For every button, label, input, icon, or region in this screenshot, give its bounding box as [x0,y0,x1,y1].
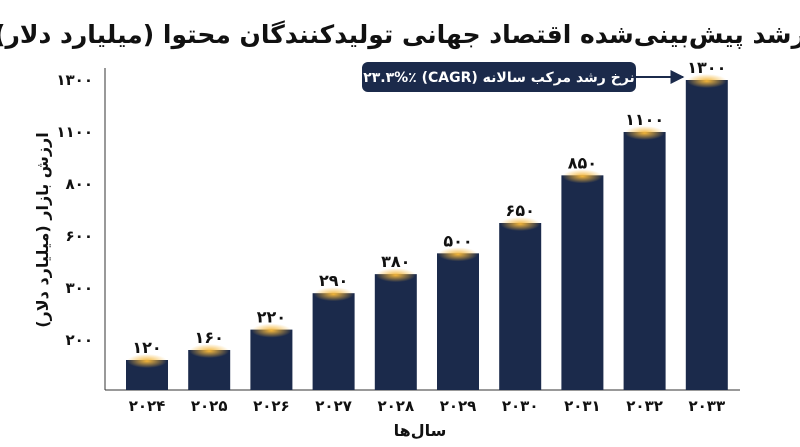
y-tick-label: ۶۰۰ [66,227,93,245]
x-tick-label: ۲۰۲۹ [440,397,477,415]
bar [685,80,728,390]
bar-value-label: ۲۹۰ [319,271,348,290]
x-tick-label: ۲۰۲۵ [191,397,228,415]
x-tick-label: ۲۰۲۶ [253,397,290,415]
bar [623,132,666,390]
y-axis-label: ارزش بازار (میلیارد دلار) [33,132,52,328]
chart-title: رشد پیش‌بینی‌شده اقتصاد جهانی تولیدکنندگ… [0,20,800,50]
cagr-annotation-box [362,62,636,92]
bar-value-label: ۱۳۰۰ [687,58,726,77]
bar-glow [500,217,541,231]
bar-glow [127,354,167,368]
bar-value-label: ۵۰۰ [443,231,472,250]
bar-glow [375,268,416,283]
y-tick-label: ۲۰۰ [66,331,93,349]
bar [437,253,479,390]
bar-value-label: ۲۲۰ [257,308,286,327]
bar [561,175,604,390]
y-ticks: ۲۰۰ ۳۰۰ ۶۰۰ ۸۰۰ ۱۱۰۰ ۱۳۰۰ [56,71,93,349]
x-axis-label: سال‌ها [394,421,447,440]
bar [374,274,417,390]
bar-glow [189,344,230,358]
bar [312,293,355,390]
x-tick-label: ۲۰۳۳ [688,397,725,415]
bar [499,223,542,390]
x-tick-label: ۲۰۲۴ [129,397,166,415]
bar-glow [251,323,292,338]
x-tick-label: ۲۰۲۷ [315,397,352,415]
bar-value-label: ۱۲۰ [132,338,161,357]
bar-value-label: ۱۱۰۰ [625,110,664,129]
y-tick-label: ۸۰۰ [66,175,93,193]
bar-value-label: ۶۵۰ [506,201,535,220]
bars: ۱۲۰ ۲۰۲۴ ۱۶۰ ۲۰۲۵ ۲۲۰ ۲۰۲۶ ۲۹۰ ۲۰۲۷ ۳۸۰ ۲۰۲۸ ۵۰۰ ۲۰… [126,58,728,415]
bar-glow [686,74,727,88]
x-tick-label: ۲۰۳۲ [626,397,663,415]
bar [250,329,293,390]
bar-glow [313,287,354,302]
x-tick-label: ۲۰۲۸ [377,397,414,415]
y-tick-label: ۱۱۰۰ [56,123,93,141]
x-tick-label: ۲۰۳۱ [564,397,601,415]
x-tick-label: ۲۰۳۰ [502,397,539,415]
bar-glow [438,247,478,262]
bar-glow [562,169,603,184]
bar-value-label: ۱۶۰ [195,328,224,347]
cagr-annotation: نرخ رشد مرکب سالانه (CAGR) ۲۳.۳%٪ [362,62,685,92]
bar-glow [624,126,665,140]
y-tick-label: ۳۰۰ [66,279,93,297]
bar-value-label: ۸۵۰ [568,153,597,172]
y-tick-label: ۱۳۰۰ [56,71,93,89]
bar-value-label: ۳۸۰ [381,252,410,271]
cagr-annotation-text: نرخ رشد مرکب سالانه (CAGR) ۲۳.۳%٪ [363,70,635,86]
